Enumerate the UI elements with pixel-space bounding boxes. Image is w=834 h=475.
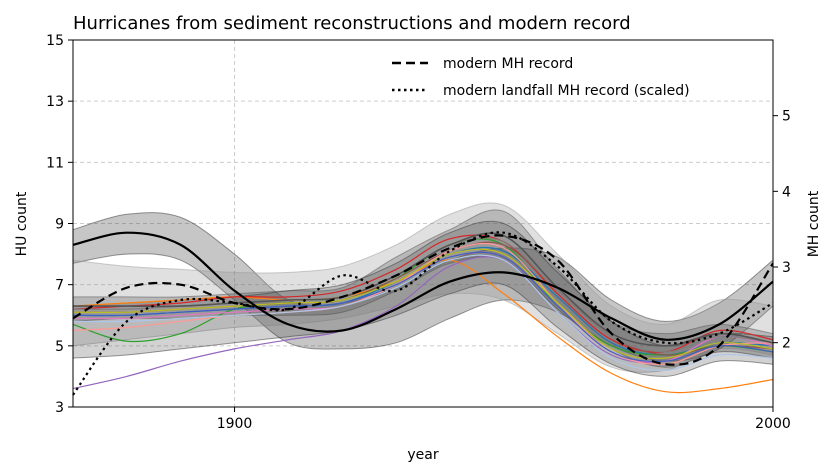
y2-tick-label: 3 bbox=[782, 260, 791, 276]
x-axis-label: year bbox=[407, 447, 438, 463]
y-tick-label: 7 bbox=[55, 278, 64, 294]
series-line-11 bbox=[72, 248, 774, 359]
series-line-15 bbox=[72, 231, 774, 396]
y-tick-label: 13 bbox=[46, 94, 64, 110]
series-line-8 bbox=[72, 242, 774, 365]
chart-title: Hurricanes from sediment reconstructions… bbox=[73, 13, 631, 34]
series-lines bbox=[72, 231, 774, 396]
legend: modern MH record modern landfall MH recor… bbox=[392, 56, 690, 99]
series-line-12 bbox=[72, 232, 774, 347]
y-axis-label: HU count bbox=[14, 191, 30, 256]
y-tick-label: 15 bbox=[46, 33, 64, 49]
series-line-14 bbox=[72, 234, 774, 366]
legend-label: modern landfall MH record (scaled) bbox=[443, 83, 690, 99]
y2-tick-label: 5 bbox=[782, 109, 791, 125]
x-tick-label: 2000 bbox=[755, 416, 791, 432]
y-axis: 3 5 7 9 11 13 15 bbox=[46, 33, 73, 416]
y2-axis-label: MH count bbox=[806, 190, 822, 257]
y-tick-label: 11 bbox=[46, 155, 64, 171]
y-tick-label: 5 bbox=[55, 339, 64, 355]
bands bbox=[72, 202, 774, 377]
y2-axis: 2 3 4 5 bbox=[773, 109, 791, 352]
series-line-9 bbox=[72, 254, 774, 371]
y2-tick-label: 4 bbox=[782, 184, 791, 200]
x-axis: 1900 2000 bbox=[217, 407, 791, 432]
y-tick-label: 9 bbox=[55, 217, 64, 233]
y-tick-label: 3 bbox=[55, 400, 64, 416]
series-line-13 bbox=[72, 231, 774, 341]
legend-label: modern MH record bbox=[443, 56, 573, 72]
y2-tick-label: 2 bbox=[782, 336, 791, 352]
x-tick-label: 1900 bbox=[217, 416, 253, 432]
